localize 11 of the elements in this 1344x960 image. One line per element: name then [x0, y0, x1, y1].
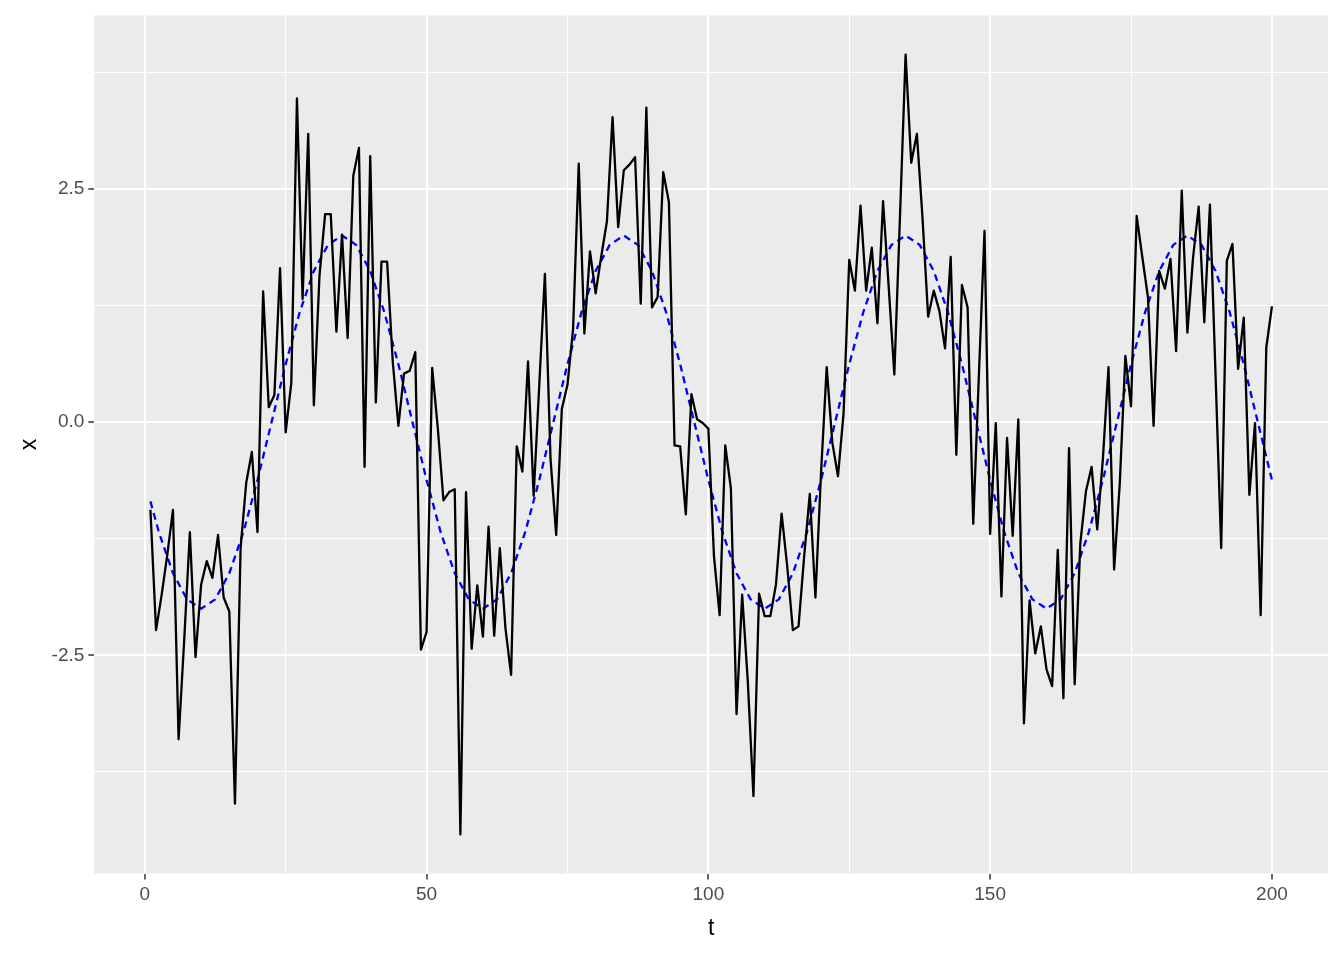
x-axis-title: t	[707, 913, 715, 940]
y-tick-label: 2.5	[57, 177, 85, 199]
x-tick-label: 50	[416, 883, 438, 905]
x-tick-label: 0	[139, 883, 151, 905]
x-tick-label: 150	[974, 883, 1006, 905]
x-tick-label: 100	[692, 883, 725, 905]
x-tick-label: 200	[1256, 883, 1288, 905]
line-series	[149, 234, 1274, 610]
y-tick-label: -2.5	[51, 643, 85, 665]
y-tick-label: 0.0	[57, 410, 85, 432]
y-axis-title: x	[15, 438, 42, 451]
